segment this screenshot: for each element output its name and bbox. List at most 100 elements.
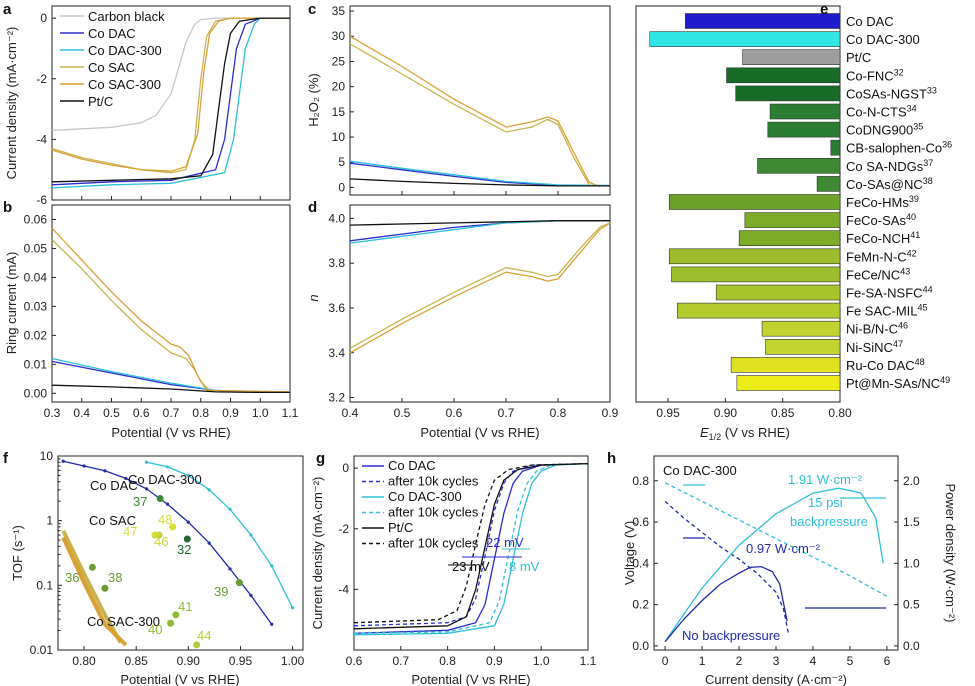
panel-f-ytick-label: 0.1 [36, 578, 53, 592]
panel-f-point-label: 44 [197, 628, 211, 643]
bar-label: FeMn-N-C42 [846, 248, 917, 264]
series-co-sac [349, 43, 590, 186]
series-co-dac-300 [51, 17, 290, 189]
bar-label-ref: 39 [909, 194, 919, 204]
bar-label-text: CB-salophen-Co [846, 141, 942, 156]
series-marker [207, 541, 211, 545]
panel-g-ytick-label: 0 [342, 461, 349, 475]
panel-h-right-ytick-label: 0.5 [903, 598, 920, 612]
legend-label: Co DAC [88, 26, 136, 41]
panel-f-frame [57, 455, 304, 651]
panel-f-ytick-label: 1 [46, 514, 53, 528]
bar-label: CoDNG90035 [846, 122, 923, 138]
bar-femn-n-c [668, 248, 841, 265]
panel-d-frame [349, 204, 611, 403]
panel-h-xtick-label: 6 [884, 654, 891, 668]
panel-f-point-label: 48 [158, 512, 172, 527]
bar-label: Co-N-CTS34 [846, 104, 917, 120]
panel-f-point-label: 37 [133, 494, 147, 509]
series-h-3 [664, 565, 788, 643]
bar-label-text: FeMn-N-C [846, 249, 907, 264]
panel-a-ytick-label: -6 [36, 193, 47, 207]
series-marker [145, 487, 149, 491]
panel-b-xtick-label: 0.3 [44, 406, 61, 420]
panel-h-xtick-label: 3 [773, 654, 780, 668]
panel-d-ytick-label: 4.0 [328, 211, 345, 225]
bar-label-text: CoSAs-NGST [846, 86, 927, 101]
bar-label-text: Pt@Mn-SAs/NC [846, 376, 940, 391]
series-g-2 [353, 462, 589, 636]
bar-label: Co-FNC32 [846, 67, 904, 83]
panel-h-ylabel: Voltage (V) [622, 521, 637, 585]
panel-c-ytick-label: 20 [332, 80, 346, 94]
bar-cosas-ngst [735, 85, 841, 102]
series-co-sac [51, 239, 291, 393]
panel-c-ytick-label: 0 [338, 180, 345, 194]
bar-label-ref: 33 [927, 85, 937, 95]
legend-label: Carbon black [88, 9, 165, 24]
panel-g-ylabel: Current density (mA·cm⁻²) [310, 477, 325, 630]
panel-g-xtick-label: 1.0 [533, 654, 550, 668]
series-marker [145, 460, 149, 464]
point-40 [167, 619, 175, 627]
panel-b-ytick-label: 0.03 [24, 299, 48, 313]
bar-label-text: Fe SAC-MIL [846, 304, 918, 319]
bar-fe-sac-mil [676, 302, 841, 319]
bar-label-ref: 36 [942, 140, 952, 150]
panel-label-g: g [316, 450, 325, 467]
panel-f-ylabel: TOF (s⁻¹) [10, 525, 25, 581]
legend-label: Co DAC-300 [388, 489, 462, 504]
panel-g-ann-8mv: 8 mV [509, 559, 540, 574]
panel-h-ann-backpressure: backpressure [790, 514, 868, 529]
panel-d-xtick-label: 0.5 [394, 406, 411, 420]
panel-f-xtick-label: 1.00 [281, 654, 305, 668]
bar-label-ref: 43 [900, 266, 910, 276]
bar-label: FeCo-NCH41 [846, 230, 920, 246]
series-pt-c [349, 178, 610, 187]
bar-label: FeCe/NC43 [846, 266, 910, 282]
series-co-dac-300 [146, 461, 294, 609]
series-marker [207, 488, 211, 492]
bar-co-sa-ndgs [757, 158, 841, 174]
panel-b-xtick-label: 1.1 [282, 406, 299, 420]
bar-label-ref: 42 [907, 248, 917, 258]
panel-h-ann-peak-nobp: 0.97 W·cm⁻² [746, 541, 821, 556]
point-38 [101, 584, 109, 592]
bar-label: Co DAC-300 [846, 32, 920, 47]
series-marker [228, 567, 232, 571]
panel-f-xtick-label: 0.85 [125, 654, 149, 668]
panel-f-point-label: 46 [154, 534, 168, 549]
bar-fe-sa-nsfc [715, 284, 841, 301]
series-co-sac-300 [51, 17, 290, 172]
panel-b-ylabel: Ring current (mA) [4, 252, 19, 355]
panel-label-a: a [3, 1, 12, 18]
bar-label-text: Co-N-CTS [846, 105, 907, 120]
bar-label-text: Pt/C [846, 50, 871, 65]
panel-c-ytick-label: 15 [332, 105, 346, 119]
series-h-2 [664, 487, 884, 643]
bar-label-text: Co DAC-300 [846, 32, 920, 47]
panel-label-h: h [607, 450, 616, 467]
panel-f-point-label: 38 [108, 570, 122, 585]
panel-a-ytick-label: -4 [36, 132, 47, 146]
panel-label-b: b [3, 199, 12, 216]
panel-f-point-label: 41 [178, 599, 192, 614]
bar-label-text: Fe-SA-NSFC [846, 286, 923, 301]
point-36 [88, 563, 96, 571]
panel-h-ann-15psi: 15 psi [808, 495, 843, 510]
bar-label: CoSAs-NGST33 [846, 85, 937, 101]
panel-a-ytick-label: 0 [40, 11, 47, 25]
panel-e-xlabel: E1/2 (V vs RHE) [700, 425, 790, 442]
panel-b-xtick-label: 0.5 [103, 406, 120, 420]
series-carbon-black [51, 17, 290, 131]
panel-b-xtick-label: 1.0 [252, 406, 269, 420]
panel-b-xtick-label: 0.8 [192, 406, 209, 420]
legend-label: after 10k cycles [388, 536, 479, 551]
bar-label-text: Co DAC [846, 14, 894, 29]
panel-h-xtick-label: 5 [847, 654, 854, 668]
panel-f-xtick-label: 0.95 [229, 654, 253, 668]
bar-label-ref: 35 [913, 122, 923, 132]
panel-h-right-ytick-label: 2.0 [903, 474, 920, 488]
panel-c-ytick-label: 35 [332, 4, 346, 18]
bar-label-ref: 44 [923, 285, 933, 295]
